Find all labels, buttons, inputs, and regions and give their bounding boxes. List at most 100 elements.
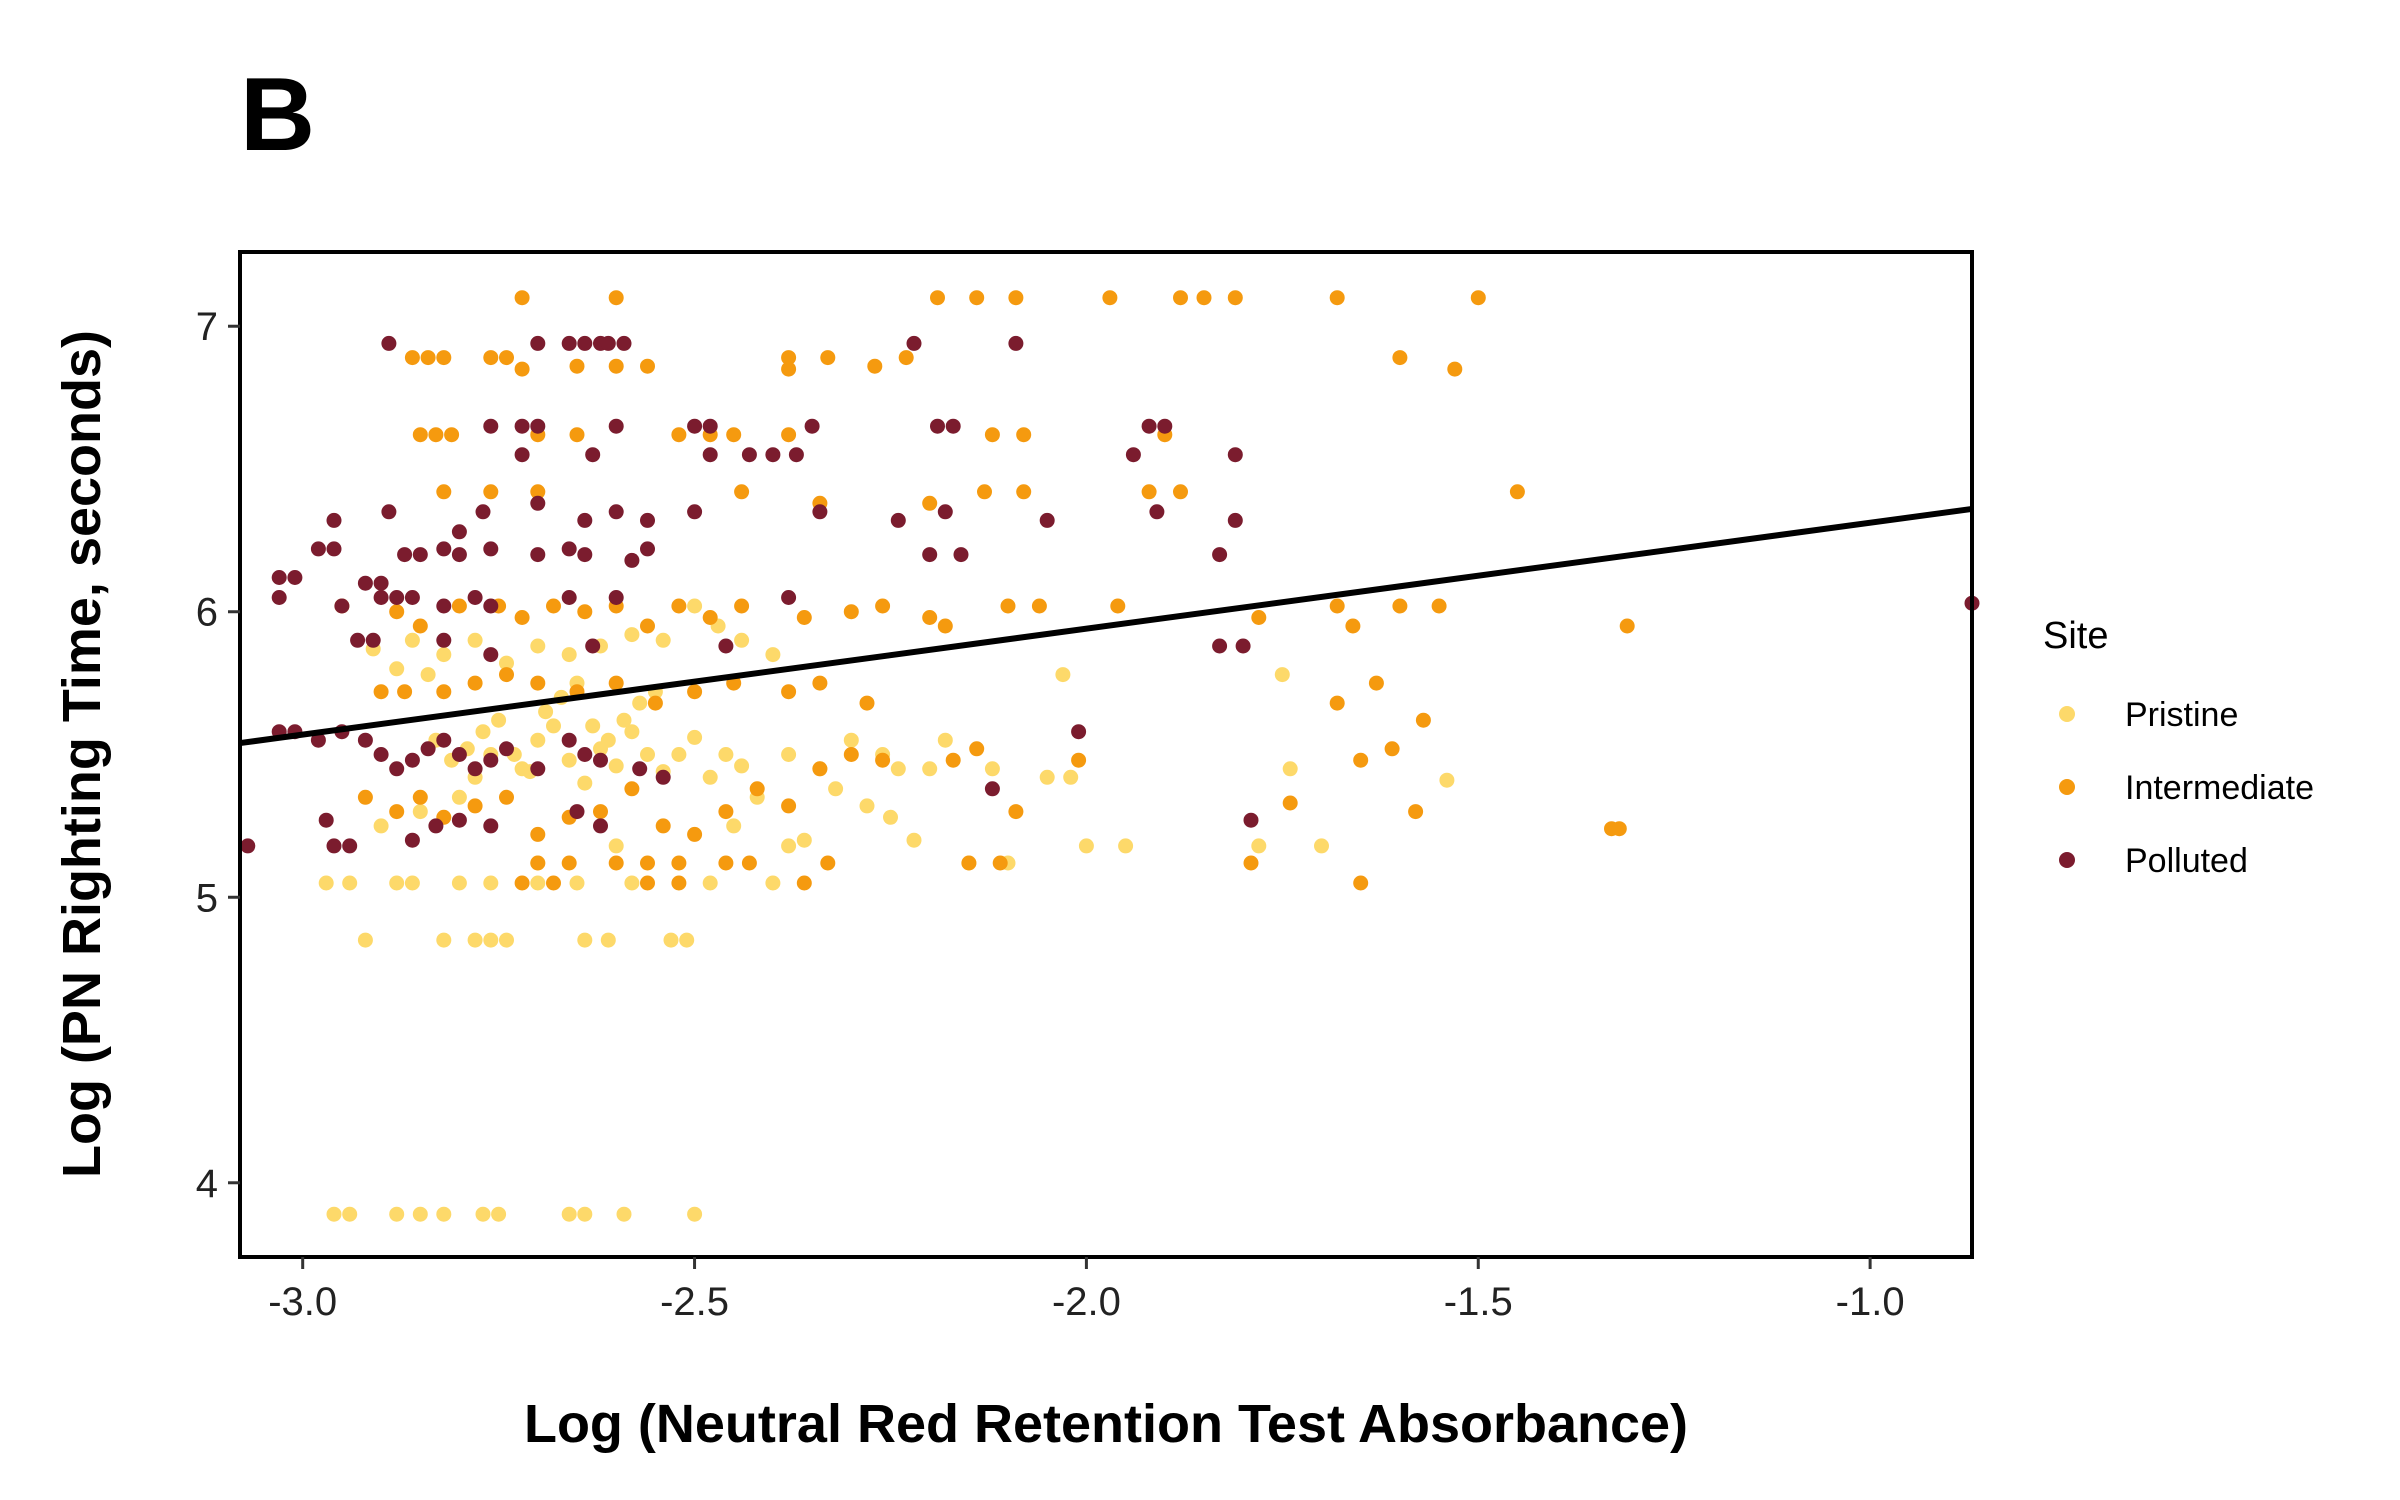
data-point: [451, 812, 467, 828]
data-point: [937, 732, 953, 748]
data-point: [1282, 795, 1298, 811]
data-point: [1212, 547, 1228, 563]
data-point: [1509, 484, 1525, 500]
data-point: [984, 781, 1000, 797]
data-point: [781, 798, 797, 814]
data-point: [491, 712, 507, 728]
data-point: [436, 541, 452, 557]
data-point: [467, 675, 483, 691]
data-point: [749, 781, 765, 797]
data-point: [718, 855, 734, 871]
data-point: [561, 1206, 577, 1222]
data-point: [624, 552, 640, 568]
data-point: [969, 290, 985, 306]
data-point: [546, 598, 561, 614]
data-point: [436, 350, 452, 366]
data-point: [600, 732, 616, 748]
y-axis-label: Log (PN Righting Time, seconds): [52, 330, 112, 1178]
data-point: [679, 932, 695, 948]
data-point: [796, 875, 812, 891]
data-point: [1353, 875, 1369, 891]
data-point: [1251, 610, 1267, 625]
data-point: [608, 838, 624, 854]
data-point: [922, 761, 938, 777]
legend: Site Pristine Intermediate Polluted: [2043, 615, 2314, 880]
data-point: [593, 818, 608, 834]
data-point: [922, 610, 938, 625]
data-point: [1141, 484, 1157, 500]
data-point: [569, 358, 585, 374]
data-point: [381, 504, 397, 520]
data-point: [671, 747, 687, 762]
data-point: [404, 632, 420, 648]
data-point: [687, 504, 703, 520]
data-point: [271, 570, 287, 585]
data-point: [467, 798, 483, 814]
data-point: [530, 418, 546, 434]
data-point: [530, 495, 546, 511]
data-point: [977, 484, 992, 500]
data-point: [389, 604, 405, 620]
data-point: [577, 775, 593, 791]
data-point: [310, 541, 326, 557]
data-point: [412, 427, 428, 443]
legend-swatch-polluted: [2059, 852, 2075, 868]
data-point: [781, 684, 797, 700]
data-point: [475, 1206, 491, 1222]
data-point: [718, 638, 734, 654]
data-point: [640, 875, 655, 891]
data-point: [945, 752, 961, 768]
data-point: [499, 932, 514, 948]
data-point: [397, 684, 413, 700]
data-point: [1619, 618, 1635, 634]
data-point: [561, 335, 577, 351]
data-point: [436, 684, 452, 700]
data-point: [984, 427, 1000, 443]
data-point: [655, 632, 671, 648]
data-point: [616, 335, 632, 351]
data-point: [561, 752, 577, 768]
data-points: [240, 290, 1980, 1222]
data-point: [930, 290, 945, 306]
data-point: [843, 747, 859, 762]
data-point: [867, 358, 883, 374]
y-tick-label: 4: [196, 1162, 218, 1206]
data-point: [718, 747, 734, 762]
data-point: [373, 818, 389, 834]
data-point: [781, 350, 797, 366]
data-point: [428, 818, 444, 834]
x-axis-label: Log (Neutral Red Retention Test Absorban…: [524, 1394, 1688, 1454]
data-point: [1227, 512, 1243, 528]
data-point: [326, 541, 342, 557]
data-point: [1196, 290, 1212, 306]
data-point: [404, 875, 420, 891]
data-point: [514, 447, 530, 463]
x-axis-ticks: -3.0 -2.5 -2.0 -1.5 -1.0: [268, 1257, 1905, 1324]
data-point: [953, 547, 969, 563]
data-point: [577, 932, 593, 948]
data-point: [499, 655, 514, 671]
data-point: [530, 826, 546, 842]
data-point: [569, 427, 585, 443]
data-point: [577, 547, 593, 563]
data-point: [389, 875, 405, 891]
data-point: [420, 350, 436, 366]
data-point: [514, 875, 530, 891]
data-point: [1251, 838, 1267, 854]
data-point: [436, 632, 452, 648]
data-point: [436, 732, 452, 748]
data-point: [726, 818, 742, 834]
data-point: [945, 418, 961, 434]
data-point: [357, 732, 373, 748]
data-point: [828, 781, 844, 797]
data-point: [640, 541, 655, 557]
data-point: [373, 575, 389, 591]
data-point: [1071, 752, 1087, 768]
data-point: [436, 1206, 452, 1222]
data-point: [483, 484, 499, 500]
regression-line: [239, 505, 1973, 747]
data-point: [671, 855, 687, 871]
data-point: [412, 804, 428, 820]
data-point: [593, 752, 608, 768]
data-point: [467, 590, 483, 605]
